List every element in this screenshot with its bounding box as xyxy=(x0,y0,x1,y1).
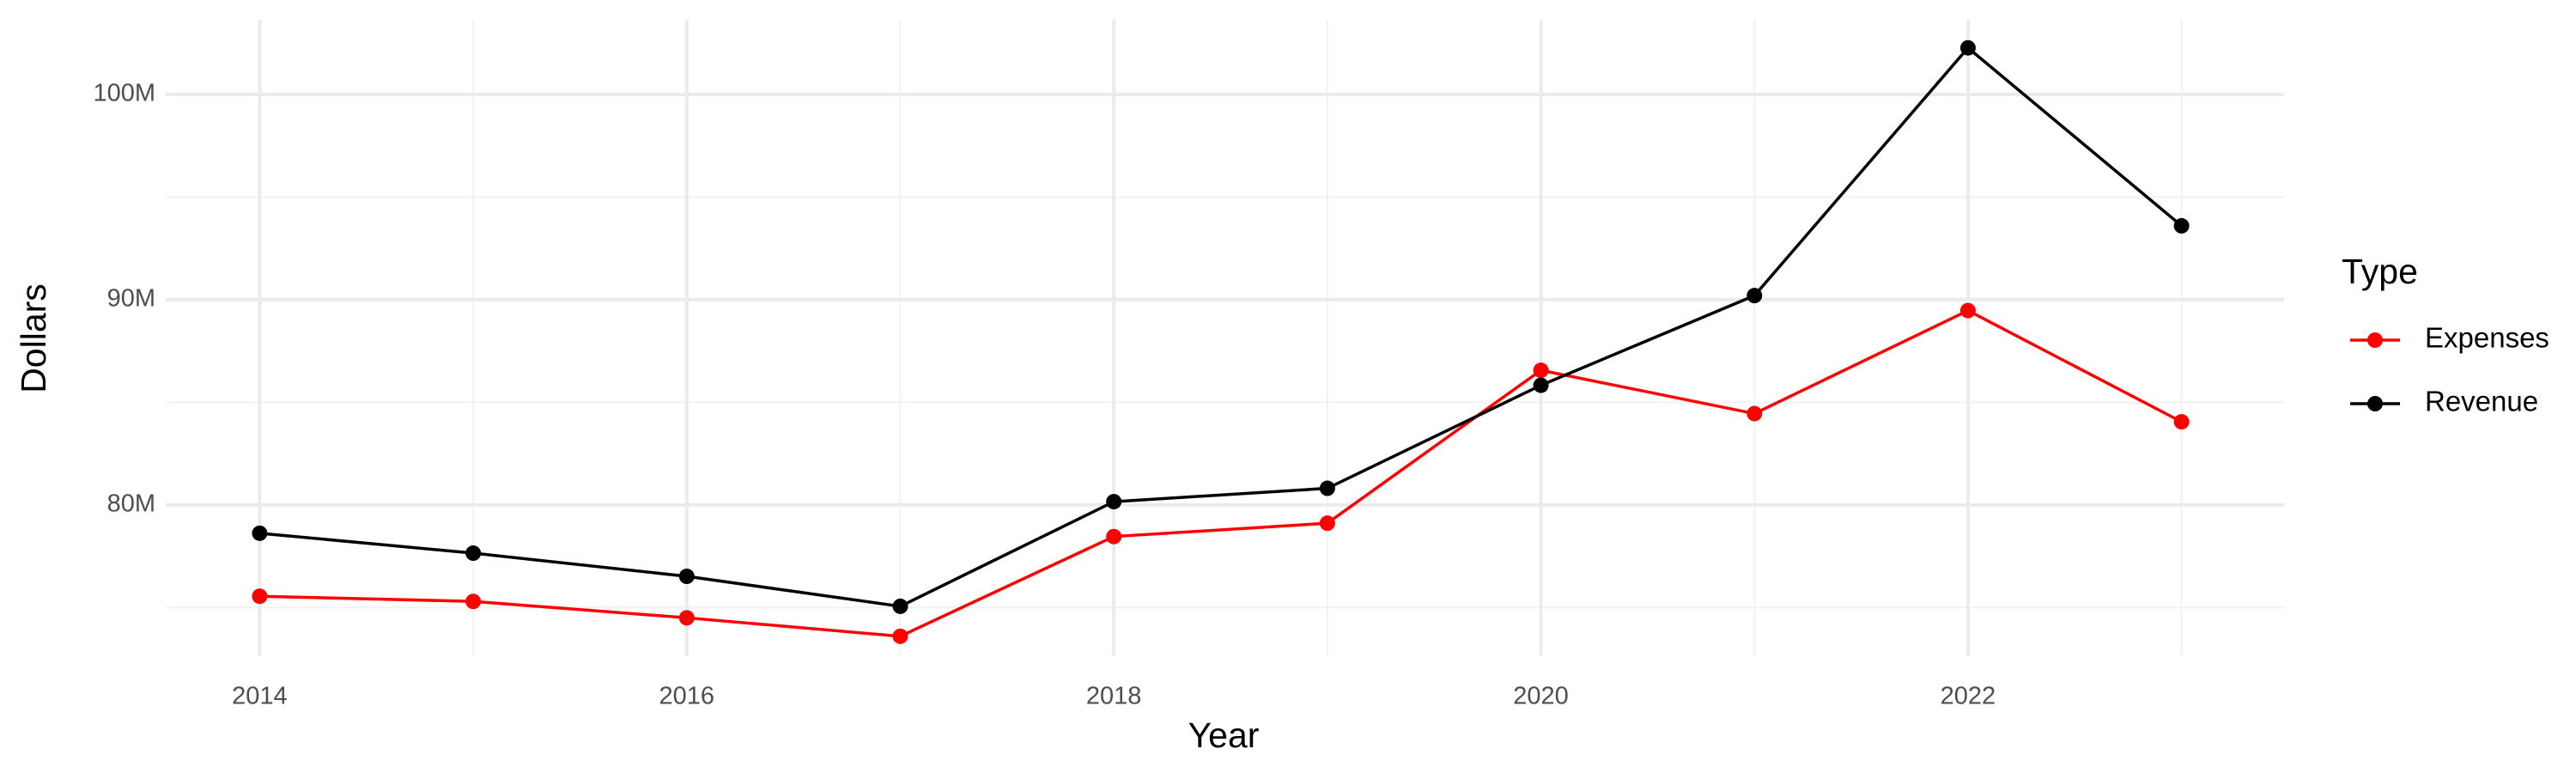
data-point xyxy=(1747,405,1763,422)
x-tick-label: 2016 xyxy=(659,683,715,710)
series-line xyxy=(259,46,2183,608)
data-point xyxy=(1319,480,1335,496)
data-point xyxy=(1533,362,1549,379)
data-point xyxy=(892,628,908,644)
data-point xyxy=(678,610,695,626)
legend-title: Type xyxy=(2342,252,2418,291)
data-point xyxy=(678,569,695,585)
data-point xyxy=(1959,302,1976,319)
data-point xyxy=(465,545,482,562)
data-point xyxy=(1106,528,1122,545)
x-tick-label: 2018 xyxy=(1086,683,1142,710)
y-tick-label: 80M xyxy=(107,490,155,518)
legend-key-point xyxy=(2367,332,2383,348)
data-point xyxy=(1747,288,1763,304)
x-tick-label: 2020 xyxy=(1513,683,1569,710)
data-point xyxy=(2173,414,2190,430)
y-axis-title: Dollars xyxy=(14,283,53,393)
data-point xyxy=(2173,217,2190,234)
data-point xyxy=(892,598,908,614)
data-point xyxy=(252,525,268,541)
y-tick-label: 100M xyxy=(93,80,155,107)
x-tick-label: 2022 xyxy=(1941,683,1996,710)
data-point xyxy=(1319,515,1335,532)
data-point xyxy=(1959,40,1976,56)
grid xyxy=(166,20,2284,656)
series-line xyxy=(259,308,2183,638)
x-axis-title: Year xyxy=(1188,715,1260,755)
data-point xyxy=(1533,377,1549,393)
data-point xyxy=(252,588,268,605)
x-tick-label: 2014 xyxy=(232,683,288,710)
legend-label: Expenses xyxy=(2425,322,2549,354)
legend-key-point xyxy=(2367,396,2383,411)
data-point xyxy=(1106,494,1122,510)
data-point xyxy=(465,593,482,610)
y-tick-label: 90M xyxy=(107,285,155,313)
legend-label: Revenue xyxy=(2425,386,2538,417)
